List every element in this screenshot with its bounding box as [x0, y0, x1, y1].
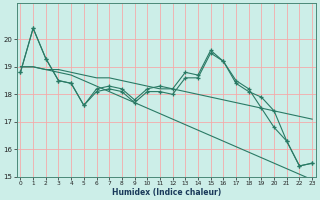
X-axis label: Humidex (Indice chaleur): Humidex (Indice chaleur): [112, 188, 221, 197]
